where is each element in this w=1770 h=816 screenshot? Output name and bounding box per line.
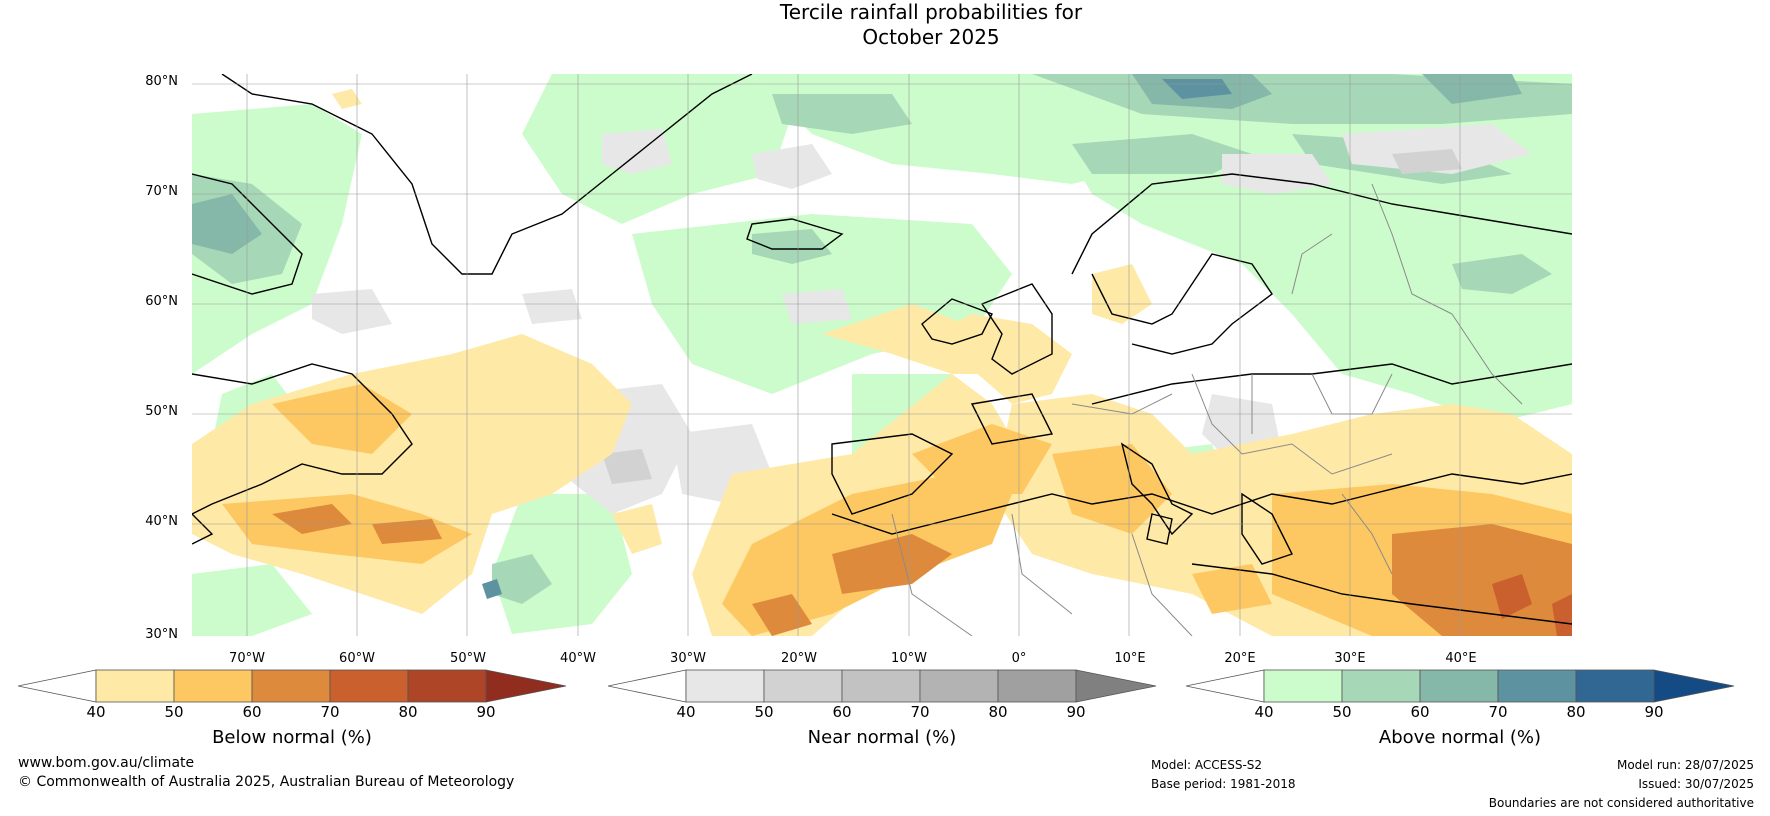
coastlines: [192, 74, 1572, 625]
lon-label-30e: 30°E: [1334, 651, 1366, 666]
cbar-above-tick-80: 80: [1566, 703, 1586, 721]
cbar-below-tick-90: 90: [476, 703, 496, 721]
cbar-above-bin-5: [1575, 669, 1655, 703]
lat-label-30n: 30°N: [145, 627, 178, 642]
cbar-below-bin-3: [251, 669, 331, 703]
cbar-near-bin-1: [685, 669, 765, 703]
cbar-above-upper-extend: [1653, 669, 1735, 703]
cbar-near-tick-60: 60: [832, 703, 852, 721]
colorbar-near-svg: [607, 669, 1157, 703]
meta-model: Model: ACCESS-S2: [1151, 758, 1263, 772]
cbar-near-bin-5: [997, 669, 1077, 703]
cbar-above-bin-1: [1263, 669, 1343, 703]
title-line-1: Tercile rainfall probabilities for: [779, 0, 1083, 24]
cbar-near-tick-40: 40: [676, 703, 696, 721]
cbar-above-tick-70: 70: [1488, 703, 1508, 721]
title-line-2: October 2025: [862, 25, 1000, 49]
cbar-near-bin-4: [919, 669, 999, 703]
colorbar-below-svg: [17, 669, 567, 703]
meta-issued: Issued: 30/07/2025: [1638, 777, 1754, 791]
cbar-near-tick-80: 80: [988, 703, 1008, 721]
lat-label-60n: 60°N: [145, 294, 178, 309]
cbar-near-tick-70: 70: [910, 703, 930, 721]
lon-label-20e: 20°E: [1224, 651, 1256, 666]
lon-label-70w: 70°W: [229, 651, 265, 666]
lon-label-10w: 10°W: [891, 651, 927, 666]
lat-label-40n: 40°N: [145, 514, 178, 529]
colorbar-near-normal: [607, 669, 1158, 707]
cbar-below-upper-extend: [485, 669, 567, 703]
cbar-above-tick-60: 60: [1410, 703, 1430, 721]
lon-label-40e: 40°E: [1445, 651, 1477, 666]
cbar-below-lower-extend: [17, 669, 97, 703]
cbar-above-title: Above normal (%): [1378, 727, 1542, 748]
lon-label-20w: 20°W: [781, 651, 817, 666]
cbar-below-bin-1: [95, 669, 175, 703]
cbar-near-lower-extend: [607, 669, 687, 703]
cbar-near-title: Near normal (%): [807, 727, 957, 748]
lon-label-60w: 60°W: [339, 651, 375, 666]
lon-label-50w: 50°W: [450, 651, 486, 666]
cbar-below-title: Below normal (%): [212, 727, 372, 748]
map-svg: [192, 74, 1572, 636]
forecast-map: [192, 74, 1572, 636]
cbar-below-bin-5: [407, 669, 487, 703]
cbar-above-tick-50: 50: [1332, 703, 1352, 721]
cbar-above-bin-3: [1419, 669, 1499, 703]
cbar-below-tick-50: 50: [164, 703, 184, 721]
near-normal-50-field: [602, 149, 1462, 484]
cbar-above-tick-40: 40: [1254, 703, 1274, 721]
meta-disclaimer: Boundaries are not considered authoritat…: [1488, 796, 1754, 810]
lat-label-50n: 50°N: [145, 404, 178, 419]
cbar-above-tick-90: 90: [1644, 703, 1664, 721]
cbar-above-bin-4: [1497, 669, 1577, 703]
cbar-near-tick-90: 90: [1066, 703, 1086, 721]
cbar-below-bin-2: [173, 669, 253, 703]
below-normal-60-field: [272, 504, 1572, 636]
lon-label-40w: 40°W: [560, 651, 596, 666]
lon-label-0: 0°: [1011, 651, 1027, 666]
colorbar-above-svg: [1185, 669, 1735, 703]
colorbar-below-normal: [17, 669, 568, 707]
cbar-below-tick-40: 40: [86, 703, 106, 721]
cbar-below-tick-80: 80: [398, 703, 418, 721]
footer-copyright: © Commonwealth of Australia 2025, Austra…: [18, 774, 515, 790]
cbar-below-tick-60: 60: [242, 703, 262, 721]
cbar-below-bin-4: [329, 669, 409, 703]
cbar-near-tick-50: 50: [754, 703, 774, 721]
footer-url: www.bom.gov.au/climate: [18, 755, 195, 771]
lat-label-70n: 70°N: [145, 184, 178, 199]
cbar-near-upper-extend: [1075, 669, 1157, 703]
meta-model-run: Model run: 28/07/2025: [1616, 758, 1754, 772]
cbar-above-lower-extend: [1185, 669, 1265, 703]
chart-title: Tercile rainfall probabilities for Octob…: [0, 0, 1770, 50]
lon-label-30w: 30°W: [670, 651, 706, 666]
cbar-below-tick-70: 70: [320, 703, 340, 721]
graticule: [192, 74, 1572, 636]
cbar-near-bin-2: [763, 669, 843, 703]
cbar-above-bin-2: [1341, 669, 1421, 703]
cbar-near-bin-3: [841, 669, 921, 703]
colorbar-above-normal: [1185, 669, 1736, 707]
lat-label-80n: 80°N: [145, 74, 178, 89]
below-normal-70-field: [1492, 574, 1572, 636]
lon-label-10e: 10°E: [1114, 651, 1146, 666]
meta-base-period: Base period: 1981-2018: [1151, 777, 1296, 791]
